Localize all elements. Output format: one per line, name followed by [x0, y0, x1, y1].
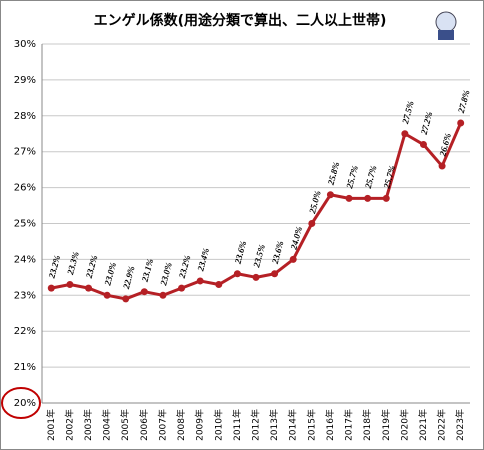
data-point — [364, 194, 372, 202]
x-tick-label: 2009年 — [194, 409, 206, 441]
highlight-circle — [1, 387, 41, 419]
data-point — [401, 130, 409, 138]
data-point — [271, 270, 279, 278]
data-point — [457, 119, 465, 127]
x-tick-label: 2006年 — [138, 409, 150, 441]
x-tick-label: 2018年 — [361, 409, 373, 441]
data-point — [345, 194, 353, 202]
x-tick-label: 2015年 — [305, 409, 317, 441]
data-point — [66, 281, 74, 289]
data-point — [178, 284, 186, 292]
y-tick-label: 24% — [14, 254, 36, 265]
y-tick-label: 30% — [14, 39, 36, 50]
x-tick-label: 2017年 — [343, 409, 355, 441]
data-point — [47, 284, 55, 292]
y-tick-label: 26% — [14, 183, 36, 194]
y-tick-label: 21% — [14, 362, 36, 373]
data-point — [419, 141, 427, 149]
x-tick-label: 2001年 — [45, 409, 57, 441]
data-point — [122, 295, 130, 303]
data-point — [438, 162, 446, 170]
data-point — [233, 270, 241, 278]
data-point — [140, 288, 148, 296]
x-tick-label: 2002年 — [63, 409, 75, 441]
x-tick-label: 2022年 — [436, 409, 448, 441]
y-tick-label: 23% — [14, 290, 36, 301]
data-point — [215, 281, 223, 289]
y-tick-label: 22% — [14, 326, 36, 337]
data-point — [289, 255, 297, 263]
y-tick-label: 20% — [14, 398, 36, 409]
x-tick-label: 2019年 — [380, 409, 392, 441]
mascot-icon — [435, 11, 457, 40]
x-tick-label: 2023年 — [454, 409, 466, 441]
chart-title: エンゲル係数(用途分類で算出、二人以上世帯) — [94, 12, 387, 29]
x-tick-label: 2014年 — [287, 409, 299, 441]
data-point — [326, 191, 334, 199]
y-tick-label: 25% — [14, 219, 36, 230]
data-point — [382, 194, 390, 202]
y-tick-label: 27% — [14, 147, 36, 158]
data-point — [103, 291, 111, 299]
x-tick-label: 2011年 — [231, 409, 243, 441]
x-tick-label: 2016年 — [324, 409, 336, 441]
x-tick-label: 2003年 — [82, 409, 94, 441]
x-tick-label: 2004年 — [101, 409, 113, 441]
data-point — [196, 277, 204, 285]
x-tick-label: 2012年 — [250, 409, 262, 441]
x-tick-label: 2005年 — [119, 409, 131, 441]
x-tick-label: 2010年 — [212, 409, 224, 441]
data-point — [308, 220, 316, 227]
x-tick-label: 2021年 — [417, 409, 429, 441]
data-point — [85, 284, 93, 292]
y-tick-label: 28% — [14, 111, 36, 122]
x-tick-label: 2007年 — [156, 409, 168, 441]
x-tick-label: 2013年 — [268, 409, 280, 441]
y-tick-label: 29% — [14, 75, 36, 86]
data-point — [159, 291, 167, 299]
data-point — [252, 273, 260, 281]
x-tick-label: 2008年 — [175, 409, 187, 441]
x-tick-label: 2020年 — [398, 409, 410, 441]
